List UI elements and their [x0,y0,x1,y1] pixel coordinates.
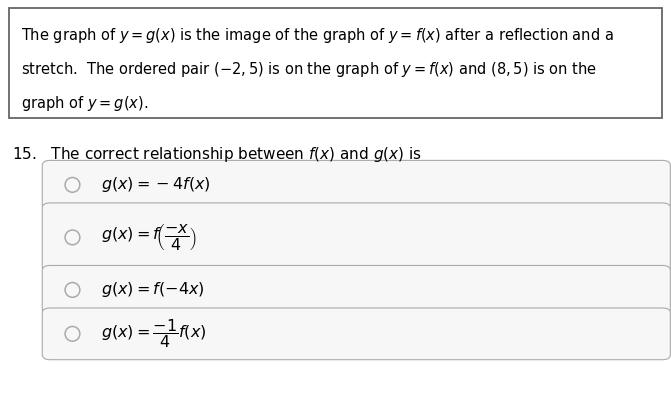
Text: $g(x) = \dfrac{-1}{4}f(x)$: $g(x) = \dfrac{-1}{4}f(x)$ [101,317,206,350]
Text: stretch.  The ordered pair $(-2, 5)$ is on the graph of $y=f(x)$ and $(8, 5)$ is: stretch. The ordered pair $(-2, 5)$ is o… [21,60,597,79]
Text: The graph of $y=g(x)$ is the image of the graph of $y=f(x)$ after a reflection a: The graph of $y=g(x)$ is the image of th… [21,26,613,45]
FancyBboxPatch shape [42,203,670,272]
FancyBboxPatch shape [9,8,662,118]
Text: graph of $y=g(x)$.: graph of $y=g(x)$. [21,94,148,113]
FancyBboxPatch shape [42,308,670,360]
FancyBboxPatch shape [42,160,670,209]
Text: $g(x) = f(-4x)$: $g(x) = f(-4x)$ [101,280,204,300]
Text: $g(x) = -4f(x)$: $g(x) = -4f(x)$ [101,175,211,194]
Text: 15.   The correct relationship between $f(x)$ and $g(x)$ is: 15. The correct relationship between $f(… [12,145,422,164]
FancyBboxPatch shape [42,265,670,314]
Text: $g(x) = f\!\left(\dfrac{-x}{4}\right)$: $g(x) = f\!\left(\dfrac{-x}{4}\right)$ [101,223,196,252]
